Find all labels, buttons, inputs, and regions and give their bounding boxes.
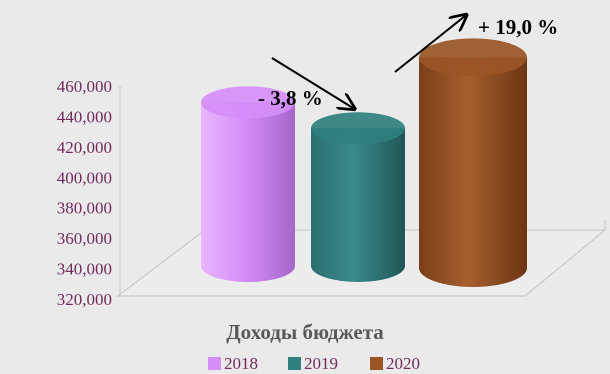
y-tick-label: 360,000 <box>57 229 112 248</box>
bars <box>201 38 527 288</box>
bar-2018 <box>201 86 295 282</box>
bar-2020 <box>419 38 527 288</box>
legend-label: 2018 <box>224 354 258 373</box>
bar-top <box>201 86 295 119</box>
bar-body <box>419 57 527 288</box>
y-tick-label: 420,000 <box>57 138 112 157</box>
y-tick-label: 320,000 <box>57 290 112 309</box>
y-tick-label: 460,000 <box>57 77 112 96</box>
bar-top <box>311 112 405 145</box>
bar-top <box>419 38 527 77</box>
legend-item-2019: 2019 <box>288 354 338 373</box>
legend-label: 2020 <box>386 354 420 373</box>
y-tick-label: 440,000 <box>57 107 112 126</box>
legend-swatch <box>208 357 221 370</box>
bar-body <box>311 128 405 282</box>
up-arrow <box>394 16 465 73</box>
legend-label: 2019 <box>304 354 338 373</box>
x-axis-label: Доходы бюджета <box>226 320 384 344</box>
y-axis-ticks: 320,000 340,000 360,000 380,000 400,000 420,0… <box>57 77 112 309</box>
legend-swatch <box>288 357 301 370</box>
change-annotation-2020: + 19,0 % <box>478 15 558 39</box>
down-arrow <box>271 57 353 108</box>
change-annotation-2019: - 3,8 % <box>258 86 323 110</box>
legend: 2018 2019 2020 <box>208 354 420 373</box>
legend-item-2020: 2020 <box>370 354 420 373</box>
y-tick-label: 400,000 <box>57 168 112 187</box>
bar-2019 <box>311 112 405 282</box>
y-tick-label: 380,000 <box>57 199 112 218</box>
legend-item-2018: 2018 <box>208 354 258 373</box>
legend-swatch <box>370 357 383 370</box>
bar-body <box>201 102 295 282</box>
y-tick-label: 340,000 <box>57 260 112 279</box>
